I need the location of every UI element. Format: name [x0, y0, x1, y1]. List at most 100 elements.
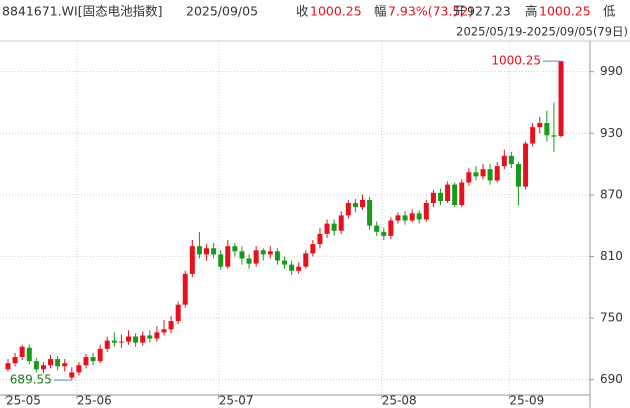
- quote-value: 1000.25: [310, 4, 362, 19]
- x-tick-label: 25-06: [77, 394, 112, 408]
- candle-body: [133, 336, 139, 343]
- candle-body: [26, 347, 32, 362]
- candle-body: [523, 143, 529, 187]
- quote-label: 幅: [374, 4, 387, 19]
- candle-body: [296, 266, 302, 271]
- candle-body: [204, 248, 210, 255]
- candle-body: [452, 184, 458, 206]
- candle-body: [147, 335, 153, 339]
- candle-body: [331, 223, 337, 231]
- candle-body: [494, 166, 500, 181]
- candle-body: [544, 123, 550, 136]
- candle-body: [480, 169, 486, 177]
- candle-body: [508, 155, 514, 165]
- annotation-label: 689.55: [10, 373, 52, 387]
- y-tick-label: 990: [600, 64, 623, 78]
- date-range: 2025/05/19-2025/09/05(79日): [456, 25, 628, 39]
- candle-body: [19, 346, 25, 358]
- candle-body: [360, 199, 365, 208]
- quote-date: 2025/09/05: [186, 4, 258, 19]
- annotation-label: 1000.25: [491, 54, 541, 68]
- candle-body: [118, 341, 124, 343]
- y-tick-label: 810: [600, 249, 623, 263]
- candle-body: [515, 164, 521, 187]
- candle-body: [551, 135, 557, 137]
- candle-body: [459, 182, 465, 206]
- candle-body: [260, 250, 266, 255]
- candle-body: [381, 231, 387, 236]
- candle-body: [324, 223, 330, 234]
- candle-body: [558, 61, 564, 137]
- candle-body: [62, 363, 68, 367]
- x-tick-label: 25-07: [219, 394, 254, 408]
- quote-label: 收: [296, 4, 309, 19]
- candle-body: [225, 246, 231, 267]
- quote-value: 7.93%(73.52): [388, 4, 473, 19]
- candle-body: [338, 215, 344, 231]
- candle-body: [246, 258, 252, 264]
- candle-body: [48, 359, 54, 366]
- candle-body: [395, 215, 401, 221]
- candle-body: [303, 253, 309, 267]
- candle-body: [473, 172, 479, 177]
- candle-body: [501, 155, 507, 167]
- candle-body: [267, 251, 273, 255]
- index-code: 8841671.WI[固态电池指数]: [2, 4, 162, 19]
- quote-label: 高: [525, 4, 538, 19]
- quote-label: 开: [453, 4, 466, 19]
- candle-body: [218, 254, 224, 267]
- candle-body: [367, 199, 373, 226]
- candle-body: [317, 233, 323, 245]
- candle-body: [182, 273, 188, 305]
- candle-body: [175, 304, 181, 322]
- candle-body: [161, 329, 167, 333]
- quote-value: 1000.25: [539, 4, 591, 19]
- candle-body: [69, 372, 75, 378]
- candle-body: [430, 192, 436, 204]
- candle-body: [352, 203, 358, 208]
- candle-body: [211, 248, 217, 255]
- y-tick-label: 750: [600, 311, 623, 325]
- x-tick-label: 25-05: [6, 394, 41, 408]
- candle-body: [232, 246, 238, 252]
- candle-body: [40, 365, 46, 370]
- candle-body: [466, 172, 472, 183]
- candle-body: [126, 336, 132, 342]
- candle-body: [437, 192, 443, 202]
- candle-body: [196, 246, 202, 255]
- candle-body: [274, 251, 280, 261]
- candle-body: [111, 340, 117, 343]
- candle-body: [282, 260, 288, 265]
- quote-value: 927.23: [467, 4, 511, 19]
- candle-body: [253, 250, 259, 264]
- candle-body: [416, 213, 422, 220]
- candle-body: [154, 332, 160, 339]
- y-tick-label: 870: [600, 187, 623, 201]
- candle-body: [345, 203, 351, 216]
- candle-body: [402, 215, 408, 221]
- candle-body: [423, 203, 429, 220]
- y-tick-label: 930: [600, 126, 623, 140]
- candle-body: [90, 357, 96, 362]
- candle-body: [76, 365, 82, 373]
- candle-body: [33, 361, 39, 370]
- candle-body: [530, 127, 536, 144]
- candle-body: [104, 340, 110, 349]
- candle-body: [83, 357, 89, 366]
- quote-label: 低: [603, 4, 616, 19]
- candle-body: [239, 251, 245, 259]
- candle-body: [55, 359, 61, 367]
- candle-body: [189, 246, 195, 274]
- candle-body: [388, 220, 394, 236]
- y-tick-label: 690: [600, 372, 623, 386]
- candle-body: [374, 225, 380, 232]
- candle-body: [537, 123, 543, 128]
- x-tick-label: 25-09: [509, 394, 544, 408]
- candle-body: [5, 363, 11, 370]
- candle-body: [289, 264, 295, 271]
- candle-body: [140, 335, 146, 343]
- candle-body: [310, 244, 316, 254]
- candle-body: [409, 213, 415, 221]
